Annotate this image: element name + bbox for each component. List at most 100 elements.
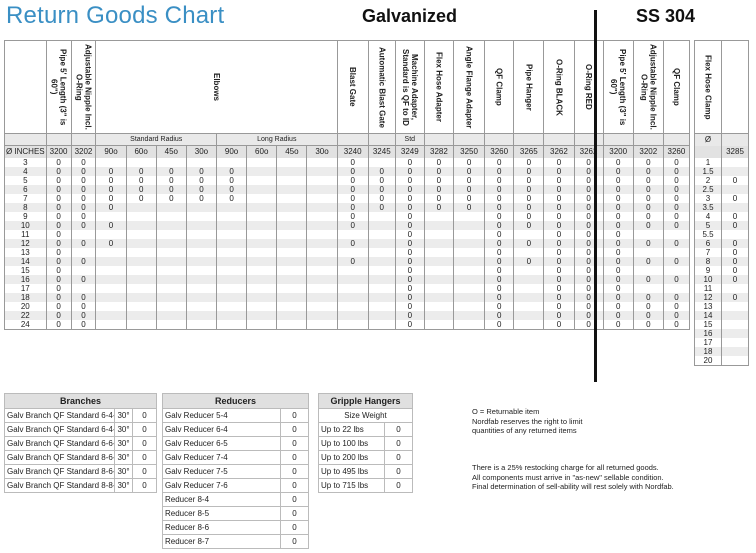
reducer-name: Reducer 8-4 [162,492,281,507]
availability-cell [336,310,369,320]
availability-cell [336,247,369,257]
availability-cell [306,157,338,167]
availability-cell [632,247,664,257]
availability-cell: 0 [367,175,396,185]
availability-cell: 0 [484,211,514,221]
availability-cell: 0 [280,534,309,549]
availability-cell [95,283,127,293]
list-item: Reducer 8-6 0 [162,520,309,535]
availability-cell: 0 [155,193,187,203]
availability-cell [246,184,277,194]
availability-cell [306,283,338,293]
size-cell: 7 [4,193,47,203]
availability-cell [721,301,749,311]
availability-cell: 0 [513,202,544,212]
availability-cell: 0 [632,220,664,230]
table-row: 12 0 0 0 0 0 0 0 0 0 0 0 0 [4,238,691,248]
list-item: Galv Reducer 7-4 0 [162,450,309,465]
gripple-name: Up to 495 lbs [318,464,385,479]
availability-cell [125,301,157,311]
availability-cell: 0 [70,220,96,230]
availability-cell [155,157,187,167]
availability-cell: 0 [721,265,749,275]
availability-cell: 0 [384,422,413,437]
return-goods-table: Pipe 5' Length (3" is 60") Adjustable Ni… [4,40,691,330]
table-row: 24 0 0 0 0 0 0 0 0 0 [4,319,691,330]
availability-cell [185,157,217,167]
availability-cell: 0 [70,310,96,320]
availability-cell [246,247,277,257]
availability-cell [216,202,247,212]
availability-cell: 0 [484,202,514,212]
availability-cell [367,274,396,284]
availability-cell [185,274,217,284]
availability-cell: 0 [45,202,72,212]
availability-cell [185,310,217,320]
gripple-name: Up to 200 lbs [318,450,385,465]
flex-size-cell: 11 [694,283,722,293]
availability-cell: 0 [602,310,634,320]
table-row: 10 0 0 0 0 0 0 0 0 0 0 0 0 [4,220,691,230]
availability-cell: 0 [70,184,96,194]
header-ss-qf-clamp: QF Clamp [662,40,691,134]
availability-cell: 0 [573,220,604,230]
size-cell: 20 [4,301,47,311]
galvanized-group-label: Galvanized [362,6,458,26]
reducer-name: Galv Reducer 5-4 [162,408,281,423]
availability-cell [367,256,396,266]
availability-cell: 0 [45,220,72,230]
availability-cell [185,202,217,212]
availability-cell: 0 [543,238,574,248]
availability-cell [70,265,96,275]
availability-cell: 0 [216,193,247,203]
availability-cell: 0 [484,283,514,293]
availability-cell [185,301,217,311]
size-cell: 16 [4,274,47,284]
availability-cell [246,274,277,284]
availability-cell [513,301,544,311]
availability-cell [452,220,485,230]
list-item: Reducer 8-7 0 [162,534,309,549]
product-code: 60o [246,145,277,158]
product-code: 90o [216,145,247,158]
availability-cell: 0 [45,265,72,275]
flex-size-cell: 1 [694,157,722,167]
availability-cell: 0 [632,166,664,176]
availability-cell [632,283,664,293]
availability-cell [452,310,485,320]
availability-cell: 0 [543,274,574,284]
size-cell: 17 [4,283,47,293]
availability-cell [155,256,187,266]
availability-cell: 0 [394,166,425,176]
product-code: 3200 [45,145,72,158]
availability-cell: 0 [155,175,187,185]
availability-cell [452,274,485,284]
header-flex-hose-adapter: Flex Hose Adapter [423,40,454,134]
availability-cell: 0 [573,247,604,257]
availability-cell: 0 [543,229,574,239]
availability-cell: 0 [662,256,691,266]
table-row: 22 0 0 0 0 0 0 0 0 0 [4,310,691,320]
list-item: Galv Reducer 7-6 0 [162,478,309,493]
availability-cell: 0 [394,292,425,302]
availability-cell [216,247,247,257]
availability-cell: 0 [423,184,454,194]
availability-cell: 0 [423,175,454,185]
availability-cell [185,319,217,330]
availability-cell [246,319,277,330]
availability-cell: 0 [185,175,217,185]
availability-cell: 0 [484,175,514,185]
availability-cell [246,292,277,302]
availability-cell [246,256,277,266]
table-row: 5.5 [694,229,749,239]
availability-cell: 0 [336,193,369,203]
size-cell: 3 [4,157,47,167]
availability-cell [452,265,485,275]
size-unit-label: Ø INCHES [4,145,47,158]
size-cell: 18 [4,292,47,302]
product-code: 3265 [513,145,544,158]
